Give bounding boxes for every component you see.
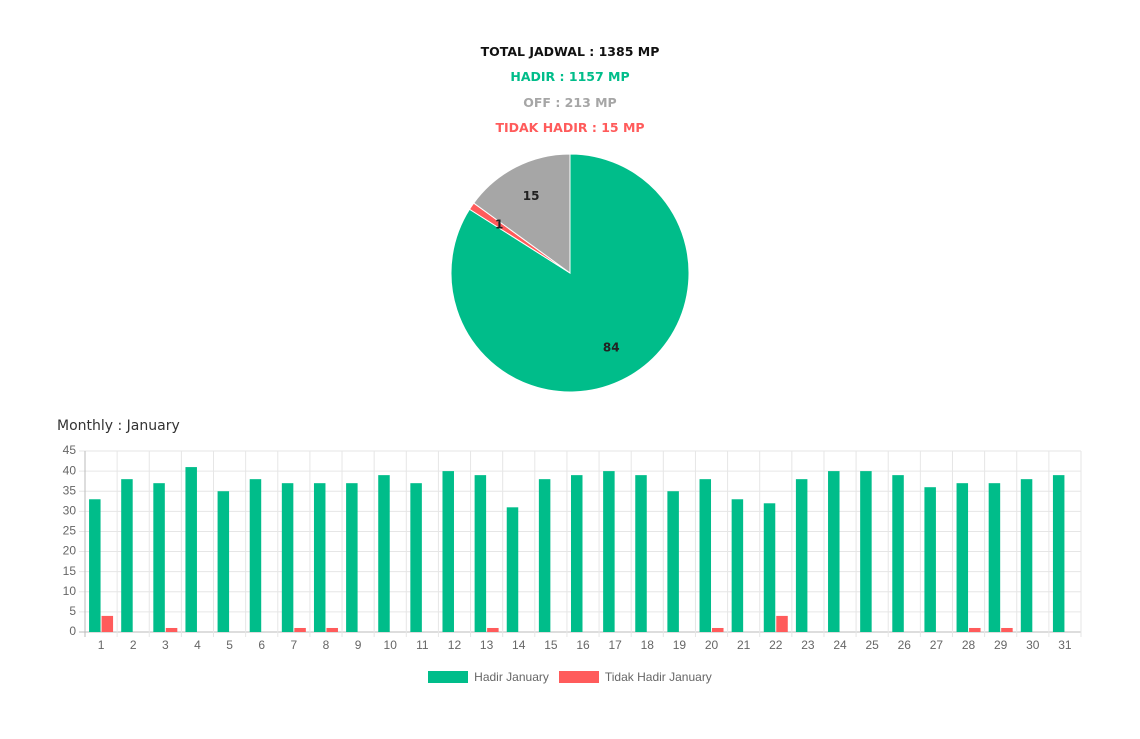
bar-chart-legend: Hadir January Tidak Hadir January [0,670,1140,684]
legend-swatch-hadir [428,671,469,683]
y-tick-label: 30 [63,504,77,518]
pie-data-label-hadir: 84 [603,341,620,355]
x-tick-label: 14 [512,638,526,652]
bar-tidak-hadir[interactable] [165,627,178,632]
bar-hadir[interactable] [1052,475,1065,632]
x-tick-label: 1 [98,638,105,652]
legend-item-hadir[interactable]: Hadir January [428,670,549,684]
x-tick-label: 11 [416,638,429,652]
bar-hadir[interactable] [860,471,872,632]
bar-hadir[interactable] [185,467,197,632]
y-tick-label: 10 [63,584,77,598]
bar-tidak-hadir[interactable] [294,627,306,632]
summary-off: OFF : 213 MP [523,95,617,110]
bar-tidak-hadir[interactable] [326,627,338,632]
bar-hadir[interactable] [603,471,615,632]
bar-hadir[interactable] [956,483,969,632]
x-tick-label: 12 [448,638,462,652]
pie-data-label-tidak-hadir: 1 [495,217,503,231]
bar-hadir[interactable] [281,483,294,632]
bar-hadir[interactable] [731,499,744,632]
legend-label-hadir: Hadir January [474,670,549,684]
bar-tidak-hadir[interactable] [712,627,724,632]
bar-hadir[interactable] [313,483,326,632]
bar-hadir[interactable] [828,471,840,632]
attendance-pie-chart: 84 1 15 [450,153,690,393]
x-tick-label: 31 [1058,638,1072,652]
bar-tidak-hadir[interactable] [101,615,114,632]
y-tick-label: 35 [63,483,77,497]
bar-hadir[interactable] [988,483,1001,632]
pie-slice-off[interactable] [473,153,571,274]
x-tick-label: 3 [162,638,169,652]
bar-hadir[interactable] [924,487,936,632]
legend-swatch-tidak-hadir [558,671,599,683]
bar-hadir[interactable] [538,479,551,632]
y-tick-label: 40 [63,463,77,477]
x-tick-label: 23 [801,638,815,652]
bar-hadir[interactable] [153,483,165,632]
legend-item-tidak-hadir[interactable]: Tidak Hadir January [558,670,712,684]
x-tick-label: 7 [290,638,297,652]
y-tick-label: 20 [63,544,77,558]
bar-hadir[interactable] [89,499,101,632]
x-tick-label: 29 [994,638,1008,652]
x-tick-label: 30 [1026,638,1040,652]
x-tick-label: 27 [930,638,944,652]
bar-hadir[interactable] [249,479,262,632]
bar-hadir[interactable] [506,507,519,632]
x-tick-label: 6 [258,638,265,652]
summary-hadir: HADIR : 1157 MP [510,69,630,84]
bar-tidak-hadir[interactable] [1001,627,1013,632]
x-tick-label: 16 [576,638,590,652]
bar-hadir[interactable] [699,479,712,632]
summary-total-jadwal: TOTAL JADWAL : 1385 MP [480,44,660,59]
bar-hadir[interactable] [635,475,647,632]
bar-tidak-hadir[interactable] [487,627,499,632]
bar-hadir[interactable] [892,475,904,632]
monthly-chart-title: Monthly : January [57,418,180,434]
bar-hadir[interactable] [217,491,230,632]
x-tick-label: 5 [226,638,233,652]
x-tick-label: 22 [769,638,783,652]
x-tick-label: 8 [323,638,330,652]
x-tick-label: 13 [480,638,494,652]
y-tick-label: 0 [69,624,76,638]
x-tick-label: 4 [194,638,201,652]
bar-tidak-hadir[interactable] [776,615,788,632]
x-tick-label: 21 [737,638,751,652]
bar-hadir[interactable] [121,479,133,632]
legend-label-tidak-hadir: Tidak Hadir January [604,670,712,684]
y-tick-label: 25 [63,524,77,538]
y-tick-label: 45 [63,443,77,457]
bar-hadir[interactable] [378,475,390,632]
y-tick-label: 15 [63,564,77,578]
bar-tidak-hadir[interactable] [969,627,981,632]
x-tick-label: 18 [641,638,655,652]
x-tick-label: 17 [608,638,622,652]
bar-hadir[interactable] [442,471,454,632]
bar-hadir[interactable] [410,483,422,632]
bar-hadir[interactable] [1020,479,1033,632]
x-tick-label: 2 [130,638,137,652]
pie-data-label-off: 15 [523,189,540,203]
x-tick-label: 20 [705,638,719,652]
summary-tidak-hadir: TIDAK HADIR : 15 MP [495,120,645,135]
x-tick-label: 15 [544,638,558,652]
x-tick-label: 24 [833,638,847,652]
bar-hadir[interactable] [795,479,808,632]
x-tick-label: 26 [898,638,912,652]
bar-hadir[interactable] [474,475,487,632]
bar-hadir[interactable] [571,475,583,632]
x-tick-label: 25 [865,638,879,652]
x-tick-label: 28 [962,638,976,652]
y-tick-label: 5 [69,604,76,618]
bar-hadir[interactable] [763,503,776,632]
x-tick-label: 10 [384,638,398,652]
bar-hadir[interactable] [667,491,679,632]
x-tick-label: 9 [355,638,362,652]
bar-hadir[interactable] [346,483,358,632]
x-tick-label: 19 [673,638,687,652]
